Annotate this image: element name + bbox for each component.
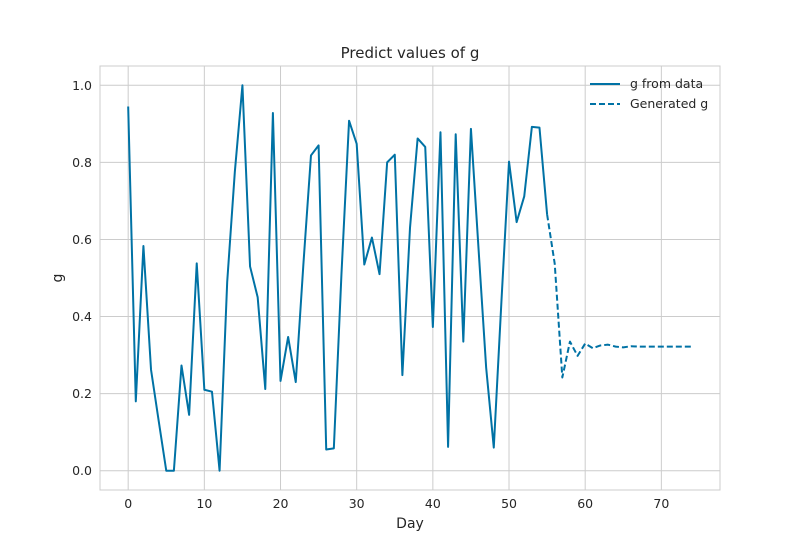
chart-title: Predict values of g — [341, 44, 480, 62]
x-tick-label: 60 — [577, 496, 593, 511]
legend: g from data Generated g — [590, 76, 708, 111]
y-tick-label: 1.0 — [72, 78, 92, 93]
y-tick-label: 0.0 — [72, 463, 92, 478]
x-tick-label: 50 — [501, 496, 517, 511]
y-axis-label: g — [50, 274, 66, 283]
x-axis-label: Day — [396, 516, 424, 532]
y-tick-label: 0.8 — [72, 155, 92, 170]
y-tick-label: 0.4 — [72, 309, 92, 324]
tick-labels: 0 10 20 30 40 50 60 70 0.0 0.2 0.4 0.6 0.8 1.0 — [72, 78, 669, 511]
x-tick-label: 70 — [653, 496, 669, 511]
x-tick-label: 40 — [425, 496, 441, 511]
y-tick-label: 0.2 — [72, 386, 92, 401]
series-layer — [127, 84, 692, 472]
legend-label-generated-g: Generated g — [630, 96, 708, 111]
x-tick-label: 30 — [349, 496, 365, 511]
generated-g-line — [546, 214, 692, 379]
x-tick-label: 0 — [124, 496, 132, 511]
grid — [100, 66, 720, 490]
x-tick-label: 20 — [273, 496, 289, 511]
x-tick-label: 10 — [196, 496, 212, 511]
g-from-data-line — [127, 84, 549, 472]
legend-label-g-from-data: g from data — [630, 76, 703, 91]
y-tick-label: 0.6 — [72, 232, 92, 247]
plot-frame — [99, 65, 721, 491]
